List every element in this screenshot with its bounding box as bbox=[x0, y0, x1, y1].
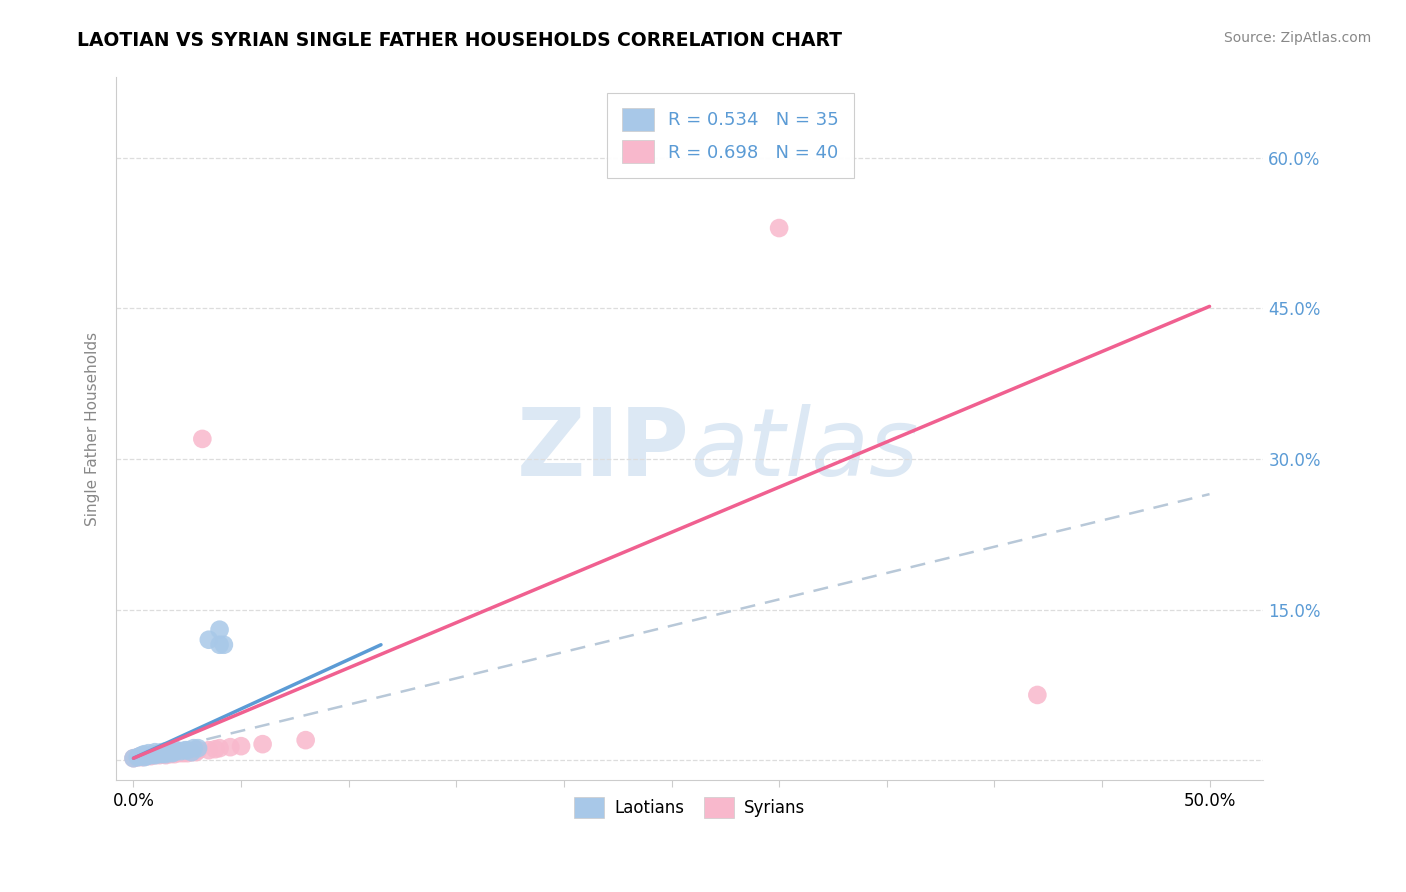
Point bbox=[148, 748, 170, 763]
Point bbox=[166, 743, 188, 757]
Point bbox=[135, 749, 157, 764]
Point bbox=[170, 744, 193, 758]
Point bbox=[180, 745, 202, 759]
Point bbox=[172, 746, 194, 760]
Point bbox=[191, 432, 214, 446]
Point bbox=[148, 746, 170, 760]
Point bbox=[156, 745, 179, 759]
Point bbox=[1026, 688, 1049, 702]
Point bbox=[146, 747, 169, 762]
Point bbox=[122, 751, 145, 765]
Point bbox=[163, 747, 186, 762]
Point bbox=[138, 748, 160, 763]
Point bbox=[138, 746, 160, 760]
Point bbox=[170, 745, 193, 759]
Point bbox=[150, 747, 173, 762]
Point bbox=[198, 632, 221, 647]
Text: Source: ZipAtlas.com: Source: ZipAtlas.com bbox=[1223, 31, 1371, 45]
Point bbox=[139, 748, 162, 763]
Point bbox=[167, 746, 190, 760]
Point bbox=[180, 745, 202, 759]
Point bbox=[187, 741, 209, 756]
Text: LAOTIAN VS SYRIAN SINGLE FATHER HOUSEHOLDS CORRELATION CHART: LAOTIAN VS SYRIAN SINGLE FATHER HOUSEHOL… bbox=[77, 31, 842, 50]
Point bbox=[127, 750, 149, 764]
Point bbox=[176, 746, 198, 760]
Point bbox=[139, 749, 162, 764]
Point bbox=[122, 751, 145, 765]
Point bbox=[176, 743, 198, 757]
Point bbox=[183, 741, 205, 756]
Point bbox=[143, 748, 166, 763]
Point bbox=[138, 748, 160, 763]
Point bbox=[135, 749, 157, 764]
Legend: Laotians, Syrians: Laotians, Syrians bbox=[568, 790, 813, 825]
Point bbox=[212, 638, 235, 652]
Point bbox=[143, 748, 166, 763]
Point bbox=[146, 747, 169, 762]
Text: ZIP: ZIP bbox=[517, 404, 690, 496]
Point bbox=[208, 741, 231, 756]
Point bbox=[156, 746, 179, 760]
Point bbox=[294, 733, 316, 747]
Point bbox=[155, 748, 177, 763]
Point bbox=[142, 747, 165, 762]
Point bbox=[134, 750, 156, 764]
Point bbox=[183, 744, 205, 758]
Point bbox=[160, 746, 183, 760]
Point bbox=[187, 743, 209, 757]
Point bbox=[134, 748, 156, 763]
Point bbox=[142, 747, 165, 762]
Point bbox=[155, 744, 177, 758]
Point bbox=[184, 745, 207, 759]
Point bbox=[219, 740, 242, 755]
Point bbox=[208, 638, 231, 652]
Point bbox=[155, 747, 177, 762]
Point bbox=[150, 745, 173, 759]
Point bbox=[159, 744, 181, 758]
Point bbox=[174, 745, 197, 759]
Point bbox=[150, 746, 173, 760]
Text: atlas: atlas bbox=[690, 404, 918, 495]
Point bbox=[129, 749, 152, 764]
Point bbox=[152, 746, 174, 760]
Point bbox=[160, 746, 183, 760]
Point bbox=[134, 747, 156, 762]
Point bbox=[229, 739, 252, 754]
Point bbox=[163, 745, 186, 759]
Point bbox=[768, 221, 790, 235]
Point bbox=[179, 744, 201, 758]
Point bbox=[198, 743, 221, 757]
Point bbox=[131, 750, 153, 764]
Y-axis label: Single Father Households: Single Father Households bbox=[86, 332, 100, 526]
Point bbox=[129, 749, 152, 764]
Point bbox=[174, 743, 197, 757]
Point bbox=[208, 623, 231, 637]
Point bbox=[152, 747, 174, 762]
Point bbox=[159, 747, 181, 762]
Point bbox=[204, 742, 226, 756]
Point bbox=[131, 748, 153, 763]
Point bbox=[143, 745, 166, 759]
Point bbox=[166, 745, 188, 759]
Point bbox=[252, 737, 274, 751]
Point bbox=[127, 750, 149, 764]
